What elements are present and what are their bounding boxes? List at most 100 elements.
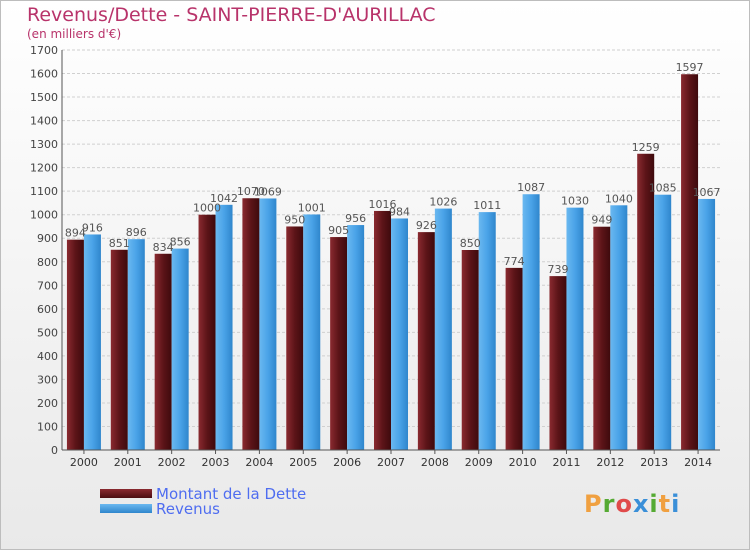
y-tick-label: 100 bbox=[37, 420, 58, 433]
x-tick-label: 2006 bbox=[333, 456, 361, 469]
chart-title: Revenus/Dette - SAINT-PIERRE-D'AURILLAC bbox=[27, 4, 436, 26]
x-tick-label: 2013 bbox=[640, 456, 668, 469]
logo-letter: o bbox=[615, 490, 633, 518]
logo-letter: r bbox=[602, 490, 616, 518]
data-label-debt: 774 bbox=[504, 255, 525, 268]
bar-debt bbox=[374, 210, 391, 450]
bar-debt bbox=[505, 267, 523, 450]
x-tick-label: 2010 bbox=[509, 456, 537, 469]
legend-label-debt: Montant de la Dette bbox=[156, 485, 307, 503]
data-label-revenue: 856 bbox=[170, 236, 191, 249]
data-label-revenue: 1087 bbox=[517, 181, 545, 194]
bar-debt bbox=[593, 226, 611, 450]
bar-debt bbox=[549, 276, 567, 450]
data-label-revenue: 916 bbox=[82, 221, 103, 234]
data-label-debt: 1597 bbox=[676, 61, 704, 74]
data-label-revenue: 1030 bbox=[561, 195, 589, 208]
y-tick-label: 1100 bbox=[30, 185, 58, 198]
data-label-debt: 1016 bbox=[369, 198, 397, 211]
bar-revenue bbox=[127, 239, 145, 450]
bar-debt bbox=[110, 249, 128, 450]
bar-debt bbox=[242, 198, 260, 450]
data-label-revenue: 1001 bbox=[298, 201, 326, 214]
data-label-debt: 850 bbox=[460, 237, 481, 250]
x-tick-label: 2011 bbox=[552, 456, 580, 469]
bar-revenue bbox=[434, 208, 452, 450]
legend-swatch-revenue bbox=[100, 504, 152, 513]
logo-letter: i bbox=[649, 490, 659, 518]
data-label-revenue: 1085 bbox=[649, 182, 677, 195]
x-tick-label: 2004 bbox=[245, 456, 273, 469]
y-tick-label: 1300 bbox=[30, 138, 58, 151]
bar-debt bbox=[681, 74, 699, 450]
bar-debt bbox=[286, 226, 304, 450]
data-label-debt: 834 bbox=[153, 241, 174, 254]
x-tick-label: 2014 bbox=[684, 456, 712, 469]
data-label-revenue: 1067 bbox=[693, 186, 721, 199]
data-label-debt: 739 bbox=[547, 263, 568, 276]
bar-debt bbox=[330, 237, 348, 450]
x-tick-label: 2002 bbox=[158, 456, 186, 469]
bar-debt bbox=[66, 239, 84, 450]
y-tick-label: 700 bbox=[37, 279, 58, 292]
data-label-revenue: 956 bbox=[345, 212, 366, 225]
data-label-debt: 1070 bbox=[237, 185, 265, 198]
data-label-debt: 894 bbox=[65, 227, 86, 240]
bar-revenue bbox=[171, 248, 189, 450]
legend-swatch-debt bbox=[100, 489, 152, 498]
y-tick-label: 1500 bbox=[30, 91, 58, 104]
data-label-revenue: 1042 bbox=[210, 192, 238, 205]
bar-debt bbox=[637, 153, 655, 450]
x-tick-label: 2012 bbox=[596, 456, 624, 469]
bar-revenue bbox=[215, 204, 233, 450]
data-label-debt: 926 bbox=[416, 219, 437, 232]
y-tick-label: 500 bbox=[37, 326, 58, 339]
data-label-debt: 950 bbox=[284, 213, 305, 226]
bar-debt bbox=[417, 232, 435, 450]
data-label-revenue: 1026 bbox=[429, 196, 457, 209]
x-tick-label: 2005 bbox=[289, 456, 317, 469]
legend-label-revenue: Revenus bbox=[156, 500, 220, 518]
y-tick-label: 400 bbox=[37, 350, 58, 363]
y-tick-label: 800 bbox=[37, 256, 58, 269]
proxiti-logo: Proxiti bbox=[584, 490, 680, 518]
y-tick-label: 1600 bbox=[30, 68, 58, 81]
bar-revenue bbox=[83, 234, 101, 450]
y-tick-label: 1400 bbox=[30, 115, 58, 128]
data-label-revenue: 984 bbox=[389, 205, 410, 218]
chart-subtitle: (en milliers d'€) bbox=[27, 27, 122, 41]
bar-revenue bbox=[478, 212, 496, 450]
x-tick-label: 2000 bbox=[70, 456, 98, 469]
bar-revenue bbox=[566, 207, 584, 450]
logo-letter: t bbox=[658, 490, 672, 518]
bar-revenue bbox=[347, 225, 365, 450]
data-label-revenue: 1011 bbox=[473, 199, 501, 212]
x-tick-label: 2009 bbox=[465, 456, 493, 469]
logo-letter: x bbox=[632, 490, 650, 518]
data-label-debt: 1259 bbox=[632, 141, 660, 154]
bar-revenue bbox=[391, 218, 408, 450]
logo-letter: i bbox=[671, 490, 681, 518]
bar-revenue bbox=[522, 194, 540, 450]
bar-revenue bbox=[259, 198, 277, 450]
bar-debt bbox=[154, 253, 172, 450]
data-label-revenue: 1040 bbox=[605, 192, 633, 205]
data-label-revenue: 896 bbox=[126, 226, 147, 239]
y-tick-label: 0 bbox=[51, 444, 58, 457]
bar-revenue bbox=[654, 194, 672, 450]
y-tick-label: 600 bbox=[37, 303, 58, 316]
bar-debt bbox=[461, 250, 479, 450]
y-tick-label: 1200 bbox=[30, 162, 58, 175]
y-tick-label: 1700 bbox=[30, 44, 58, 57]
y-tick-label: 900 bbox=[37, 232, 58, 245]
data-label-debt: 851 bbox=[109, 237, 130, 250]
x-tick-label: 2007 bbox=[377, 456, 405, 469]
logo-letter: P bbox=[584, 490, 603, 518]
x-tick-label: 2003 bbox=[202, 456, 230, 469]
data-label-revenue: 1069 bbox=[254, 185, 282, 198]
data-label-debt: 949 bbox=[591, 214, 612, 227]
bar-revenue bbox=[610, 205, 628, 450]
x-tick-label: 2008 bbox=[421, 456, 449, 469]
y-tick-label: 300 bbox=[37, 373, 58, 386]
